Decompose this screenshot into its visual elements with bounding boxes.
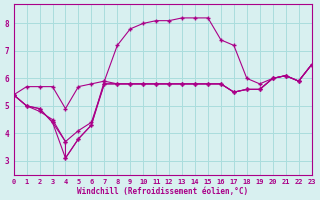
X-axis label: Windchill (Refroidissement éolien,°C): Windchill (Refroidissement éolien,°C): [77, 187, 248, 196]
